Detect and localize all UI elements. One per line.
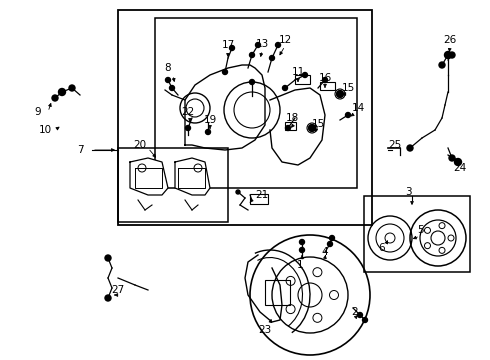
- Circle shape: [302, 72, 308, 77]
- Bar: [295, 75, 310, 84]
- Text: 21: 21: [255, 190, 269, 200]
- Text: 6: 6: [379, 243, 385, 253]
- Bar: [155, 18, 357, 188]
- Circle shape: [105, 255, 111, 261]
- Circle shape: [327, 242, 333, 247]
- Circle shape: [105, 295, 111, 301]
- Circle shape: [249, 53, 254, 58]
- Bar: [285, 122, 296, 130]
- Circle shape: [337, 90, 343, 98]
- Circle shape: [309, 125, 316, 131]
- Circle shape: [236, 190, 240, 194]
- Polygon shape: [175, 158, 210, 195]
- Text: 20: 20: [133, 140, 147, 150]
- Bar: [118, 10, 372, 225]
- Circle shape: [255, 42, 261, 48]
- Circle shape: [299, 248, 304, 252]
- Circle shape: [407, 145, 413, 151]
- Circle shape: [205, 130, 211, 135]
- Text: 10: 10: [38, 125, 51, 135]
- Text: 2: 2: [352, 307, 358, 317]
- Circle shape: [345, 113, 350, 117]
- Text: 15: 15: [342, 83, 355, 93]
- Circle shape: [449, 52, 455, 58]
- Text: 23: 23: [258, 325, 271, 335]
- Circle shape: [455, 158, 462, 166]
- Circle shape: [69, 85, 75, 91]
- Bar: [118, 148, 228, 222]
- Circle shape: [58, 89, 66, 95]
- Circle shape: [286, 126, 291, 131]
- Text: 22: 22: [181, 107, 195, 117]
- Circle shape: [229, 45, 235, 50]
- Text: 26: 26: [443, 35, 457, 45]
- Circle shape: [270, 55, 274, 60]
- Bar: [265, 280, 290, 305]
- Circle shape: [329, 235, 335, 240]
- Text: 18: 18: [285, 113, 298, 123]
- Text: 17: 17: [221, 40, 235, 50]
- Circle shape: [170, 86, 174, 90]
- Circle shape: [249, 80, 254, 85]
- Text: 12: 12: [278, 35, 292, 45]
- Circle shape: [283, 86, 288, 90]
- Circle shape: [363, 318, 368, 323]
- Text: 1: 1: [296, 260, 303, 270]
- Text: 5: 5: [416, 225, 423, 235]
- Circle shape: [222, 69, 227, 75]
- Bar: [250, 194, 268, 204]
- Text: 19: 19: [203, 115, 217, 125]
- Circle shape: [186, 126, 191, 131]
- Text: 25: 25: [389, 140, 402, 150]
- Text: 15: 15: [311, 119, 324, 129]
- Circle shape: [299, 239, 304, 244]
- Circle shape: [322, 77, 327, 82]
- Text: 24: 24: [453, 163, 466, 173]
- Text: 11: 11: [292, 67, 305, 77]
- Text: 13: 13: [255, 39, 269, 49]
- Circle shape: [275, 42, 280, 48]
- Bar: [320, 82, 335, 90]
- Text: 4: 4: [322, 247, 328, 257]
- Circle shape: [52, 95, 58, 101]
- Polygon shape: [130, 158, 168, 195]
- Text: 9: 9: [35, 107, 41, 117]
- Text: 27: 27: [111, 285, 124, 295]
- Text: 14: 14: [351, 103, 365, 113]
- Circle shape: [439, 62, 445, 68]
- Text: 7: 7: [77, 145, 83, 155]
- Text: 16: 16: [318, 73, 332, 83]
- Text: 3: 3: [405, 187, 411, 197]
- Bar: [364, 196, 470, 272]
- Text: 8: 8: [165, 63, 172, 73]
- Circle shape: [166, 77, 171, 82]
- Circle shape: [444, 51, 451, 59]
- Circle shape: [358, 312, 363, 318]
- Circle shape: [449, 155, 455, 161]
